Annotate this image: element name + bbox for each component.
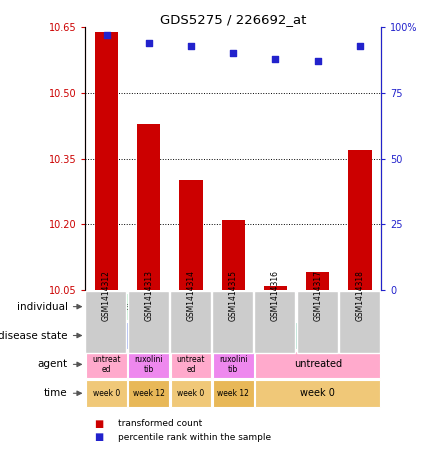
Text: GSM1414316: GSM1414316: [271, 270, 280, 321]
Text: GSM1414312: GSM1414312: [102, 270, 111, 321]
Text: agent: agent: [38, 359, 67, 369]
Bar: [137, 124, 160, 290]
Bar: [255, 322, 380, 349]
Bar: [348, 150, 371, 290]
Text: untreated: untreated: [293, 359, 342, 369]
Title: GDS5275 / 226692_at: GDS5275 / 226692_at: [160, 13, 307, 26]
Bar: [340, 294, 380, 320]
Bar: [255, 380, 380, 406]
Text: ruxolini
tib: ruxolini tib: [219, 355, 247, 374]
Bar: [86, 380, 127, 406]
Bar: [297, 294, 338, 320]
Point: [272, 55, 279, 63]
Text: transformed count: transformed count: [118, 419, 202, 428]
Text: week 12: week 12: [217, 389, 249, 398]
Bar: [264, 285, 287, 290]
Text: untreat
ed: untreat ed: [92, 355, 121, 374]
Bar: [86, 351, 127, 378]
Text: GSM1414314: GSM1414314: [187, 270, 195, 321]
Point: [103, 31, 110, 39]
Text: alopecia areata: alopecia areata: [132, 331, 208, 341]
Bar: [180, 180, 203, 290]
Text: GSM1414317: GSM1414317: [313, 270, 322, 321]
Bar: [306, 272, 329, 290]
Point: [314, 58, 321, 65]
Bar: [222, 220, 245, 290]
Text: week 0: week 0: [177, 389, 205, 398]
Point: [230, 50, 237, 57]
Point: [145, 39, 152, 47]
Text: GSM1414318: GSM1414318: [356, 270, 364, 321]
Text: normal: normal: [300, 331, 335, 341]
Bar: [86, 322, 254, 349]
Text: week 0: week 0: [93, 389, 120, 398]
Bar: [213, 380, 254, 406]
Text: individual: individual: [17, 302, 67, 312]
Text: ruxolini
tib: ruxolini tib: [134, 355, 163, 374]
Text: week 12: week 12: [133, 389, 165, 398]
Text: time: time: [44, 388, 67, 398]
Text: patient 2: patient 2: [190, 302, 234, 312]
Point: [357, 42, 364, 49]
Text: week 0: week 0: [300, 388, 335, 398]
Text: percentile rank within the sample: percentile rank within the sample: [118, 433, 272, 442]
Text: untreat
ed: untreat ed: [177, 355, 205, 374]
Bar: [213, 351, 254, 378]
Bar: [255, 294, 296, 320]
Bar: [95, 32, 118, 290]
Text: ■: ■: [94, 432, 103, 442]
Bar: [171, 294, 254, 320]
Text: patient 1: patient 1: [106, 302, 150, 312]
Text: GSM1414313: GSM1414313: [144, 270, 153, 321]
Text: disease state: disease state: [0, 331, 67, 341]
Point: [187, 42, 194, 49]
Bar: [255, 351, 380, 378]
Bar: [171, 351, 211, 378]
Bar: [86, 294, 169, 320]
Text: ■: ■: [94, 419, 103, 429]
Bar: [128, 380, 169, 406]
Text: control
subject 2: control subject 2: [300, 297, 335, 316]
Text: control
subject 1: control subject 1: [258, 297, 293, 316]
Bar: [171, 380, 211, 406]
Text: GSM1414315: GSM1414315: [229, 270, 238, 321]
Text: control
subject 3: control subject 3: [343, 297, 378, 316]
Bar: [128, 351, 169, 378]
